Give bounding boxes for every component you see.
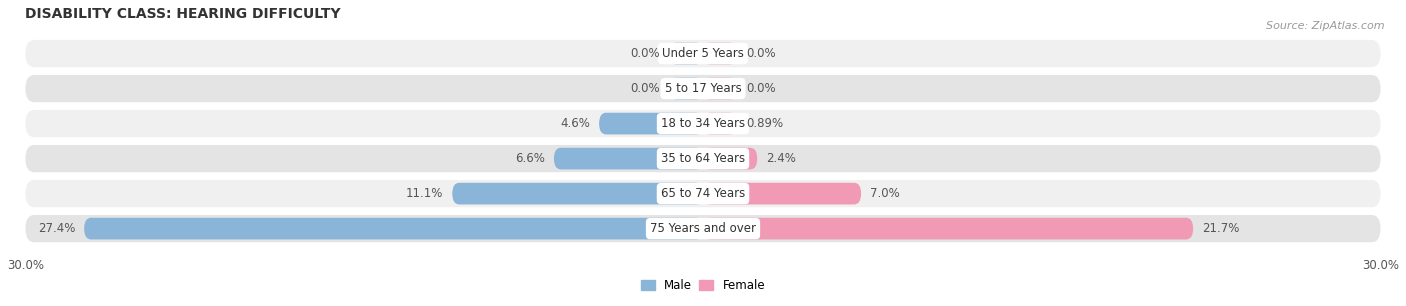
FancyBboxPatch shape [25,40,1381,67]
Text: 0.0%: 0.0% [630,82,659,95]
Text: 65 to 74 Years: 65 to 74 Years [661,187,745,200]
FancyBboxPatch shape [703,218,1194,240]
Text: 7.0%: 7.0% [870,187,900,200]
Legend: Male, Female: Male, Female [636,274,770,297]
FancyBboxPatch shape [703,43,737,65]
Text: 35 to 64 Years: 35 to 64 Years [661,152,745,165]
Text: DISABILITY CLASS: HEARING DIFFICULTY: DISABILITY CLASS: HEARING DIFFICULTY [25,7,342,21]
FancyBboxPatch shape [669,78,703,99]
Text: 6.6%: 6.6% [515,152,546,165]
FancyBboxPatch shape [25,110,1381,137]
FancyBboxPatch shape [453,183,703,204]
Text: Under 5 Years: Under 5 Years [662,47,744,60]
Text: 0.0%: 0.0% [630,47,659,60]
FancyBboxPatch shape [703,183,860,204]
FancyBboxPatch shape [703,113,737,134]
FancyBboxPatch shape [703,78,737,99]
Text: 5 to 17 Years: 5 to 17 Years [665,82,741,95]
Text: 11.1%: 11.1% [406,187,443,200]
FancyBboxPatch shape [84,218,703,240]
Text: 0.89%: 0.89% [747,117,783,130]
FancyBboxPatch shape [703,148,758,170]
FancyBboxPatch shape [25,180,1381,207]
FancyBboxPatch shape [25,75,1381,102]
FancyBboxPatch shape [599,113,703,134]
FancyBboxPatch shape [554,148,703,170]
FancyBboxPatch shape [25,145,1381,172]
Text: Source: ZipAtlas.com: Source: ZipAtlas.com [1267,21,1385,32]
Text: 18 to 34 Years: 18 to 34 Years [661,117,745,130]
FancyBboxPatch shape [25,215,1381,242]
Text: 27.4%: 27.4% [38,222,75,235]
Text: 0.0%: 0.0% [747,82,776,95]
Text: 2.4%: 2.4% [766,152,796,165]
Text: 75 Years and over: 75 Years and over [650,222,756,235]
Text: 4.6%: 4.6% [560,117,591,130]
Text: 0.0%: 0.0% [747,47,776,60]
FancyBboxPatch shape [669,43,703,65]
Text: 21.7%: 21.7% [1202,222,1240,235]
